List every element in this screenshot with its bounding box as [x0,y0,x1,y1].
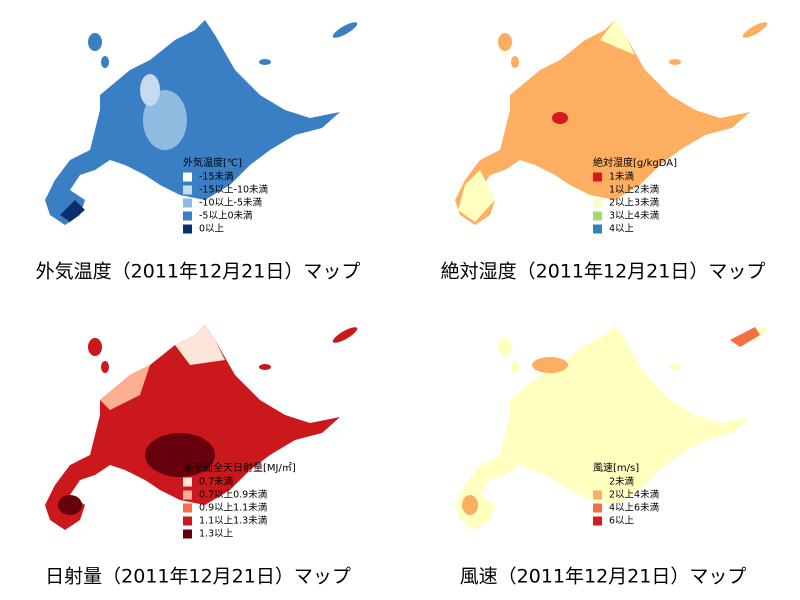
legend-title: 風速[m/s] [593,462,639,474]
map-solar [45,324,360,530]
caption: 風速（2011年12月21日）マップ [460,566,747,588]
caption: 外気温度（2011年12月21日）マップ [36,261,361,283]
legend-swatch [593,172,602,182]
legend-label: 3以上4未満 [609,210,660,222]
caption: 日射量（2011年12月21日）マップ [45,566,351,588]
legend-title: 絶対湿度[g/kgDA] [593,156,677,169]
legend-label: -10以上-5未満 [199,197,262,209]
legend-title: 外気温度[℃] [183,156,242,169]
legend-label: 1以上2未満 [609,184,660,196]
legend-swatch [593,490,602,500]
legend-label: 0.9以上1.1未満 [199,502,268,514]
legend-swatch [593,477,602,487]
legend-swatch [593,516,602,526]
legend-label: 2以上3未満 [609,197,660,209]
caption: 絶対湿度（2011年12月21日）マップ [441,261,766,283]
legend-label: -5以上0未満 [199,210,253,222]
legend-swatch [183,490,192,500]
legend-label: -15以上-10未満 [199,184,269,196]
legend-label: 1未満 [609,171,635,183]
legend-swatch [183,185,192,195]
legend-label: 4以上 [609,224,635,235]
legend-label: 0.7未満 [199,476,234,488]
legend-swatch [593,185,602,195]
legend-swatch [593,198,602,208]
legend-swatch [593,503,602,513]
map-temperature [45,19,360,225]
legend-swatch [593,224,602,234]
legend-label: 1.1以上1.3未満 [199,515,268,527]
legend-title: 水平面全天日射量[MJ/㎡] [183,461,296,474]
legend-swatch [183,172,192,182]
legend-swatch [183,224,192,234]
legend-swatch [183,198,192,208]
legend-swatch [183,211,192,221]
legend-label: 0.7以上0.9未満 [199,489,268,501]
map-wind [455,324,770,530]
legend-label: -15未満 [199,171,234,183]
legend-label: 2未満 [609,476,635,488]
legend-swatch [183,503,192,513]
legend-label: 0以上 [199,224,225,235]
legend-swatch [183,529,192,539]
legend-label: 2以上4未満 [609,489,660,501]
legend-swatch [183,516,192,526]
legend-swatch [593,211,602,221]
legend-swatch [183,477,192,487]
legend-label: 1.3以上 [199,529,234,540]
legend-label: 6以上 [609,516,635,527]
legend-label: 4以上6未満 [609,502,660,514]
map-humidity [455,19,770,225]
